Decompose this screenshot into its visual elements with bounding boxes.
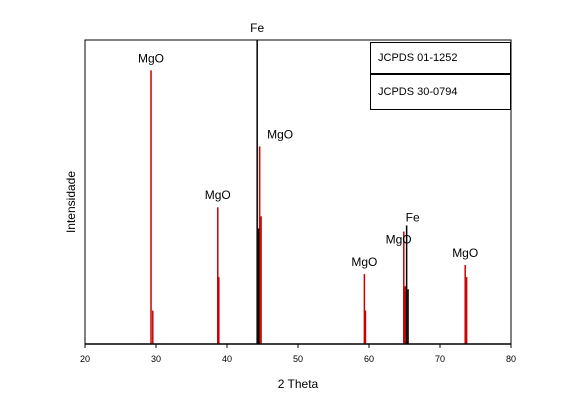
x-tick-label-2: 40 bbox=[222, 354, 232, 364]
x-axis-label: 2 Theta bbox=[278, 377, 319, 391]
peak-annotation-5: MgO bbox=[386, 233, 412, 247]
peak-annotation-3: MgO bbox=[267, 127, 293, 141]
x-tick-label-5: 70 bbox=[435, 354, 445, 364]
peak-annotation-2: Fe bbox=[250, 21, 264, 35]
x-tick-label-6: 80 bbox=[506, 354, 516, 364]
x-tick-label-4: 60 bbox=[364, 354, 374, 364]
peak-annotation-1: MgO bbox=[205, 188, 231, 202]
peak-annotation-6: Fe bbox=[406, 210, 420, 224]
legend-entry-2: JCPDS 30-0794 bbox=[370, 74, 511, 110]
peaks-layer bbox=[150, 40, 468, 344]
legend-label-1: JCPDS 01-1252 bbox=[378, 52, 458, 64]
x-tick-label-0: 20 bbox=[80, 354, 90, 364]
peak-annotation-0: MgO bbox=[138, 51, 164, 65]
peak-annotation-4: MgO bbox=[351, 255, 377, 269]
legend-label-2: JCPDS 30-0794 bbox=[378, 86, 458, 98]
y-axis-label: Intensidade bbox=[64, 171, 78, 233]
x-tick-label-1: 30 bbox=[151, 354, 161, 364]
x-axis-ticks: 20 30 40 50 60 70 80 bbox=[80, 344, 516, 364]
peak-annotation-7: MgO bbox=[452, 246, 478, 260]
x-tick-label-3: 50 bbox=[293, 354, 303, 364]
annotations-layer: MgO MgO Fe MgO MgO MgO Fe MgO bbox=[138, 21, 478, 269]
legend-entry-1: JCPDS 01-1252 bbox=[370, 42, 511, 74]
